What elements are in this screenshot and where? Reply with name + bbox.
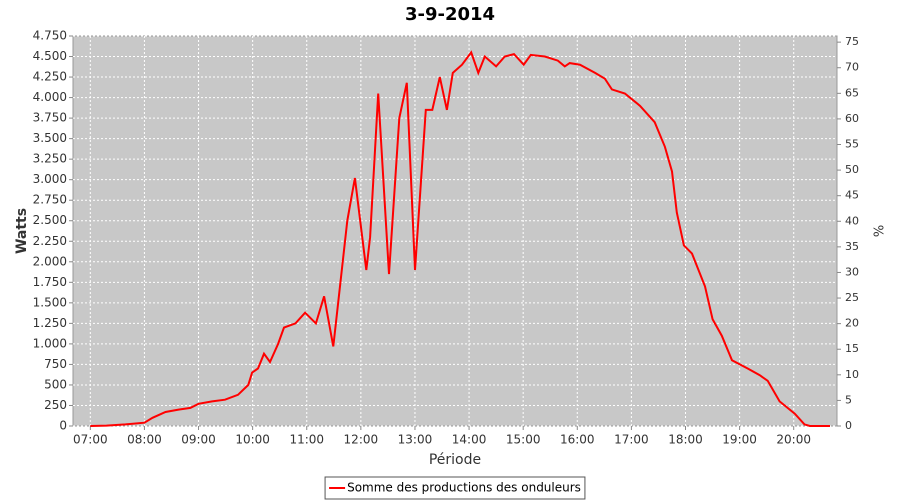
x-tick-label: 10:00 — [235, 433, 270, 447]
y-tick-label: 1.500 — [33, 295, 67, 309]
x-tick-label: 08:00 — [127, 433, 162, 447]
x-tick-label: 12:00 — [344, 433, 379, 447]
y-tick-label: 4.250 — [33, 70, 67, 84]
x-tick-label: 19:00 — [722, 433, 757, 447]
y-tick-label: 3.500 — [33, 131, 67, 145]
y-tick-label: 3.000 — [33, 172, 67, 186]
legend-box — [324, 476, 586, 500]
legend: Somme des productions des onduleurs — [324, 476, 586, 500]
x-tick-label: 14:00 — [452, 433, 487, 447]
x-tick-label: 16:00 — [560, 433, 595, 447]
legend-label: Somme des productions des onduleurs — [347, 481, 581, 495]
y-tick-label: 3.750 — [33, 111, 67, 125]
y2-tick-label: 55 — [845, 138, 859, 151]
x-tick-label: 09:00 — [181, 433, 216, 447]
y2-tick-label: 50 — [845, 163, 859, 176]
y2-tick-label: 60 — [845, 112, 859, 125]
x-tick-label: 17:00 — [614, 433, 649, 447]
chart-title: 3-9-2014 — [405, 4, 495, 25]
y2-axis-label: % — [873, 225, 888, 237]
y2-tick-label: 35 — [845, 240, 859, 253]
y-tick-label: 250 — [44, 398, 67, 412]
plot-area — [72, 35, 838, 427]
y2-tick-label: 45 — [845, 189, 859, 202]
y-tick-label: 4.750 — [33, 29, 67, 43]
y2-tick-label: 15 — [845, 342, 859, 355]
y-tick-label: 3.250 — [33, 152, 67, 166]
y-tick-label: 750 — [44, 357, 67, 371]
y-tick-label: 2.750 — [33, 193, 67, 207]
x-tick-label: 15:00 — [506, 433, 541, 447]
y-tick-label: 4.000 — [33, 90, 67, 104]
x-axis-label: Période — [429, 452, 481, 468]
y-tick-label: 1.250 — [33, 316, 67, 330]
y2-tick-label: 0 — [845, 419, 852, 432]
y-tick-label: 2.250 — [33, 234, 67, 248]
y2-tick-label: 65 — [845, 86, 859, 99]
y-tick-label: 1.750 — [33, 275, 67, 289]
y-tick-label: 4.500 — [33, 49, 67, 63]
y2-tick-label: 70 — [845, 61, 859, 74]
y2-tick-label: 40 — [845, 214, 859, 227]
y-tick-label: 0 — [59, 419, 67, 433]
y2-tick-label: 10 — [845, 368, 859, 381]
x-tick-label: 13:00 — [398, 433, 433, 447]
y2-tick-label: 25 — [845, 291, 859, 304]
y2-tick-label: 75 — [845, 35, 859, 48]
x-tick-label: 07:00 — [73, 433, 108, 447]
y2-tick-label: 5 — [845, 393, 852, 406]
y2-tick-label: 30 — [845, 265, 859, 278]
y-axis-label: Watts — [14, 208, 30, 254]
y2-tick-label: 20 — [845, 317, 859, 330]
x-tick-label: 20:00 — [776, 433, 811, 447]
y-tick-label: 1.000 — [33, 336, 67, 350]
y-tick-label: 2.000 — [33, 254, 67, 268]
y-tick-label: 500 — [44, 377, 67, 391]
data-line — [90, 50, 830, 427]
x-tick-label: 11:00 — [289, 433, 324, 447]
x-tick-label: 18:00 — [668, 433, 703, 447]
y-tick-label: 2.500 — [33, 213, 67, 227]
